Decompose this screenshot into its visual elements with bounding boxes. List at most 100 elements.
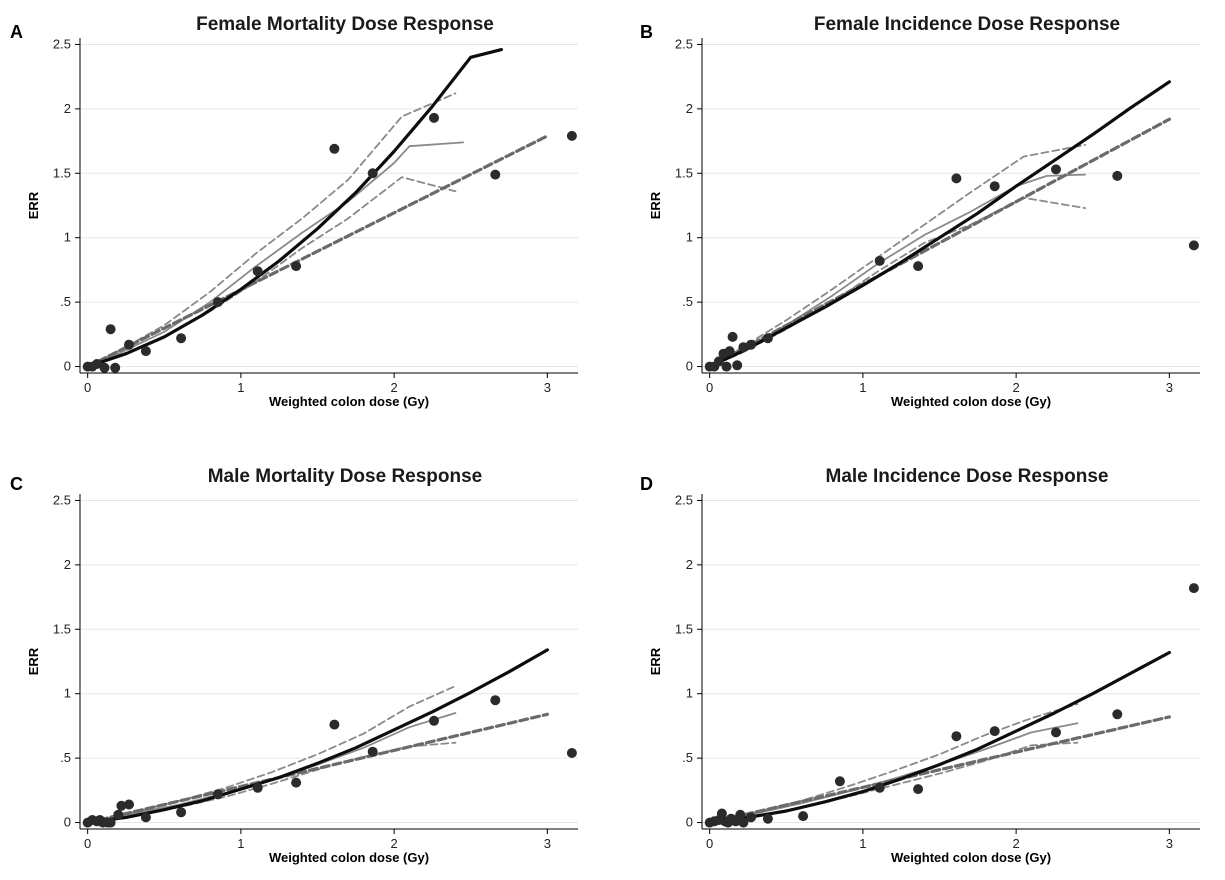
data-point	[1188, 583, 1199, 594]
chart-panel-c: C Male Mortality Dose Response 0 .5 1 1.5 2 2.5…	[10, 466, 578, 865]
data-point	[490, 169, 501, 180]
y-tick-label: 1.5	[53, 165, 71, 180]
chart-title: Male Mortality Dose Response	[208, 466, 483, 487]
data-point	[252, 782, 263, 793]
y-tick-label: .5	[682, 750, 693, 765]
x-tick-label: 1	[237, 836, 244, 851]
data-point	[566, 748, 577, 758]
x-tick-label: 3	[544, 836, 551, 851]
data-point	[721, 361, 732, 372]
data-point	[490, 695, 501, 706]
chart-panel-b: B Female Incidence Dose Response 0 .5 1 1.5 2 2…	[640, 14, 1200, 409]
data-point	[1112, 709, 1123, 720]
x-tick-label: 2	[391, 836, 398, 851]
data-point	[989, 181, 1000, 192]
data-point	[735, 809, 746, 820]
data-point	[727, 331, 738, 342]
data-point	[116, 800, 127, 811]
x-axis-label: Weighted colon dose (Gy)	[891, 394, 1051, 409]
y-tick-label: 2	[686, 101, 693, 116]
data-point	[212, 789, 223, 800]
x-tick-label: 1	[859, 836, 866, 851]
panel-label: A	[10, 22, 23, 42]
y-axis-label: ERR	[648, 191, 663, 219]
data-point	[140, 812, 151, 823]
y-tick-label: 2	[64, 557, 71, 572]
data-point	[113, 809, 124, 820]
data-point	[429, 112, 439, 123]
series-line-ci-0	[86, 685, 457, 824]
y-axis-label: ERR	[26, 191, 41, 219]
chart-title: Female Incidence Dose Response	[814, 14, 1120, 35]
panel-label: D	[640, 474, 653, 494]
data-point	[1051, 164, 1061, 175]
x-tick-label: 2	[1013, 836, 1020, 851]
data-point	[329, 143, 340, 154]
data-point	[367, 746, 378, 757]
x-tick-label: 3	[544, 380, 551, 395]
data-point	[291, 261, 302, 272]
data-point	[913, 784, 924, 795]
series-line-smooth	[86, 141, 465, 368]
y-tick-label: 1	[64, 686, 71, 701]
data-point	[738, 817, 749, 828]
x-tick-label: 0	[706, 836, 713, 851]
x-tick-label: 3	[1166, 836, 1173, 851]
y-tick-label: 2.5	[53, 36, 71, 51]
data-point	[738, 342, 749, 353]
y-tick-label: 1.5	[53, 621, 71, 636]
data-point	[566, 130, 577, 141]
data-point	[762, 813, 773, 824]
series-line-smooth	[708, 722, 1079, 824]
y-tick-label: 2.5	[675, 36, 693, 51]
data-point	[951, 731, 962, 742]
data-point	[252, 266, 263, 277]
y-tick-label: 2	[64, 101, 71, 116]
data-point	[951, 173, 962, 184]
y-tick-label: 2.5	[675, 492, 693, 507]
data-point	[91, 359, 102, 369]
x-tick-label: 2	[391, 380, 398, 395]
series-line-linear	[708, 715, 1172, 825]
y-tick-label: .5	[60, 750, 71, 765]
data-point	[989, 726, 1000, 737]
data-point	[834, 776, 845, 787]
series-line-linear	[86, 134, 550, 369]
y-tick-label: .5	[60, 294, 71, 309]
series-line-smooth	[86, 712, 457, 824]
data-point	[176, 807, 187, 818]
x-tick-label: 1	[237, 380, 244, 395]
y-tick-label: 1.5	[675, 621, 693, 636]
y-tick-label: 0	[686, 815, 693, 830]
x-tick-label: 0	[84, 380, 91, 395]
data-point	[716, 808, 727, 819]
series-line-ci-0	[86, 92, 457, 368]
data-point	[329, 719, 340, 730]
x-tick-label: 3	[1166, 380, 1173, 395]
data-point	[798, 811, 809, 822]
series-line-linear	[708, 117, 1172, 369]
data-point	[124, 339, 134, 350]
data-point	[746, 812, 756, 823]
y-tick-label: 2	[686, 557, 693, 572]
data-point	[1051, 727, 1061, 738]
series-line-fit	[708, 80, 1172, 369]
y-tick-label: 0	[64, 815, 71, 830]
data-point	[713, 356, 724, 367]
data-point	[212, 297, 223, 308]
data-point	[874, 255, 885, 266]
x-tick-label: 0	[84, 836, 91, 851]
panel-label: B	[640, 22, 653, 42]
series-line-fit	[86, 648, 550, 825]
y-tick-label: 2.5	[53, 492, 71, 507]
y-tick-label: 0	[64, 359, 71, 374]
data-point	[1112, 170, 1123, 181]
chart-panel-d: D Male Incidence Dose Response 0 .5 1 1.5 2 2.5…	[640, 466, 1200, 865]
data-point	[105, 324, 116, 335]
series-line-fit	[86, 47, 503, 369]
x-axis-label: Weighted colon dose (Gy)	[269, 394, 429, 409]
data-point	[913, 261, 924, 272]
y-tick-label: 1	[686, 686, 693, 701]
data-point	[367, 168, 378, 179]
